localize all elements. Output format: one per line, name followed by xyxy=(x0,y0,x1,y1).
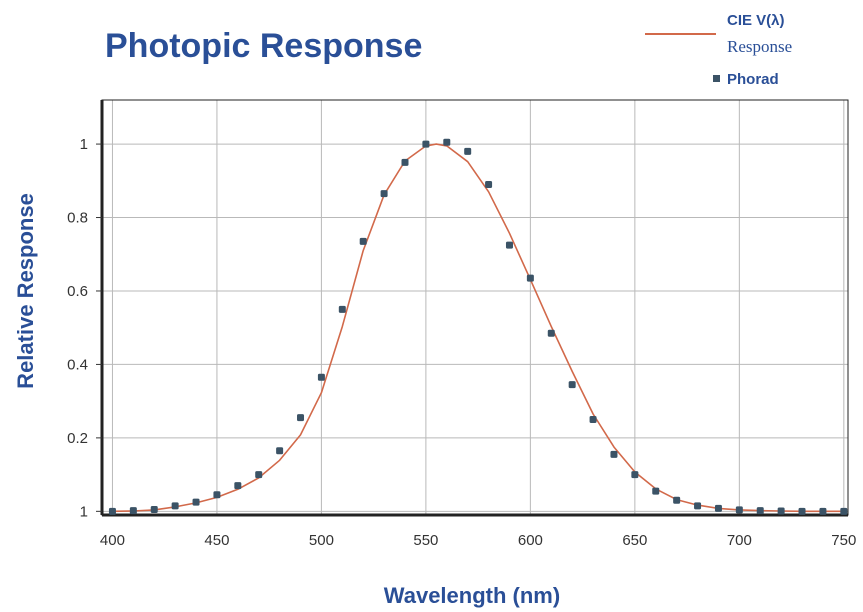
phorad-point-660 xyxy=(652,487,660,495)
phorad-point-550 xyxy=(422,140,430,148)
phorad-point-520 xyxy=(359,237,367,245)
phorad-point-560 xyxy=(443,138,451,146)
phorad-point-620 xyxy=(568,381,576,389)
y-axis-title: Relative Response xyxy=(13,193,38,389)
phorad-point-580 xyxy=(485,180,493,188)
phorad-point-750 xyxy=(840,507,848,515)
phorad-point-690 xyxy=(714,504,722,512)
x-tick-label-400: 400 xyxy=(100,532,125,549)
phorad-point-530 xyxy=(380,190,388,198)
phorad-point-610 xyxy=(547,329,555,337)
phorad-point-670 xyxy=(673,496,681,504)
legend: CIE V(λ) Response Phorad xyxy=(645,12,792,88)
y-tick-label-4: 0.8 xyxy=(67,210,88,227)
chart-title: Photopic Response xyxy=(105,27,422,65)
series-line-cie xyxy=(112,143,844,513)
y-tick-label-2: 0.4 xyxy=(67,356,88,373)
y-tick-label-1: 0.2 xyxy=(67,430,88,447)
legend-label-cie-line2: Response xyxy=(727,37,792,56)
phorad-point-430 xyxy=(171,502,179,510)
phorad-point-570 xyxy=(464,147,472,155)
phorad-point-680 xyxy=(694,502,702,510)
phorad-point-470 xyxy=(255,471,263,479)
plot-frame xyxy=(101,99,849,516)
phorad-point-640 xyxy=(610,450,618,458)
grid xyxy=(102,100,848,515)
phorad-point-590 xyxy=(505,241,513,249)
phorad-point-650 xyxy=(631,471,639,479)
y-tick-label-5: 1 xyxy=(80,136,88,153)
phorad-point-490 xyxy=(297,414,305,422)
x-axis-title: Wavelength (nm) xyxy=(384,583,560,608)
phorad-point-460 xyxy=(234,482,242,490)
phorad-point-600 xyxy=(526,274,534,282)
x-tick-label-550: 550 xyxy=(413,532,438,549)
y-axis-ticks: 1 0.2 0.4 0.6 0.8 1 xyxy=(67,136,102,520)
phorad-point-440 xyxy=(192,498,200,506)
x-tick-label-700: 700 xyxy=(727,532,752,549)
x-tick-label-650: 650 xyxy=(622,532,647,549)
phorad-point-420 xyxy=(150,505,158,513)
x-axis-ticks: 400 450 500 550 600 650 700 750 xyxy=(100,532,856,549)
legend-dot-swatch xyxy=(713,75,720,82)
phorad-point-480 xyxy=(276,447,284,455)
phorad-point-500 xyxy=(317,373,325,381)
phorad-point-740 xyxy=(819,507,827,515)
phorad-point-710 xyxy=(756,507,764,515)
legend-label-phorad: Phorad xyxy=(727,71,779,88)
plot-area xyxy=(100,99,849,517)
phorad-point-540 xyxy=(401,158,409,166)
phorad-point-730 xyxy=(798,507,806,515)
phorad-point-700 xyxy=(735,506,743,514)
phorad-point-630 xyxy=(589,416,597,424)
legend-label-cie-line1: CIE V(λ) xyxy=(727,12,785,29)
y-tick-label-3: 0.6 xyxy=(67,283,88,300)
phorad-point-400 xyxy=(108,507,116,515)
x-tick-label-600: 600 xyxy=(518,532,543,549)
x-tick-label-450: 450 xyxy=(204,532,229,549)
x-tick-label-500: 500 xyxy=(309,532,334,549)
phorad-point-720 xyxy=(777,507,785,515)
phorad-point-450 xyxy=(213,491,221,499)
phorad-point-510 xyxy=(338,305,346,313)
y-tick-label-0: 1 xyxy=(80,503,88,520)
phorad-point-410 xyxy=(129,507,137,515)
x-tick-label-750: 750 xyxy=(831,532,856,549)
